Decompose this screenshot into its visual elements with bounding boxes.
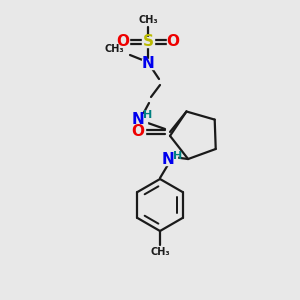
Text: H: H: [173, 151, 183, 161]
Bar: [163, 155, 177, 165]
Bar: [142, 59, 154, 69]
Text: CH₃: CH₃: [104, 44, 124, 54]
Bar: [117, 37, 129, 47]
Bar: [167, 37, 179, 47]
Bar: [142, 37, 154, 47]
Bar: [131, 127, 145, 137]
Text: S: S: [142, 34, 154, 50]
Text: H: H: [143, 110, 153, 120]
Text: N: N: [142, 56, 154, 71]
Text: O: O: [167, 34, 179, 50]
Text: CH₃: CH₃: [138, 15, 158, 25]
Text: N: N: [132, 112, 144, 127]
Text: CH₃: CH₃: [150, 247, 170, 257]
Text: N: N: [162, 152, 174, 167]
Bar: [133, 114, 147, 124]
Text: O: O: [116, 34, 130, 50]
Text: O: O: [131, 124, 145, 139]
